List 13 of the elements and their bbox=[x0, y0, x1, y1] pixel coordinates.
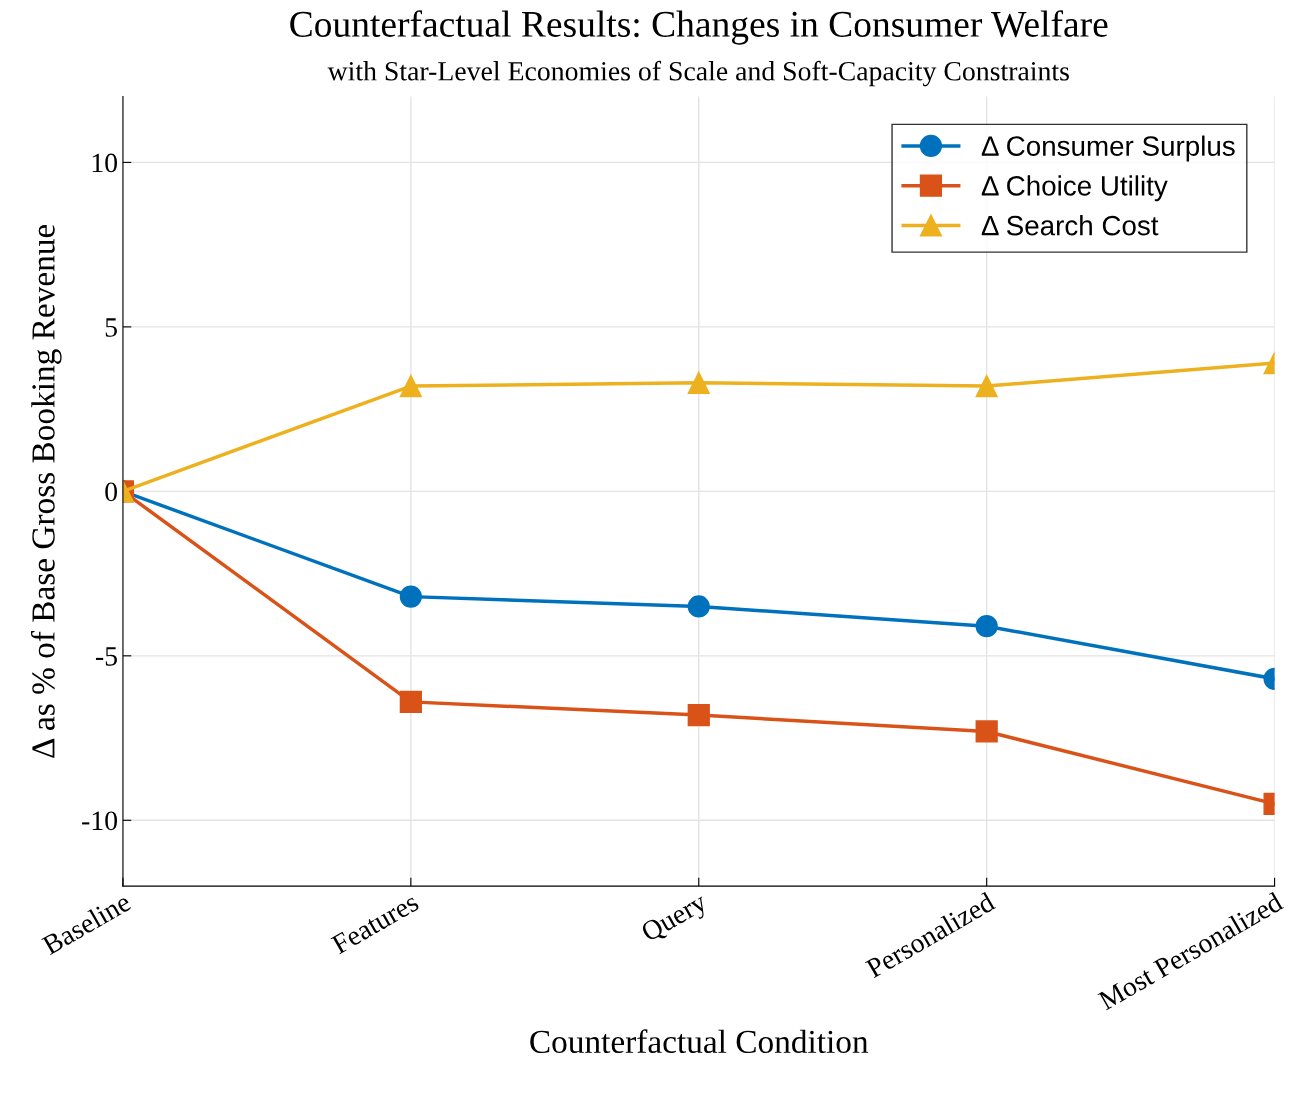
chart-title: Counterfactual Results: Changes in Consumer Welfare bbox=[290, 10, 1108, 45]
y-tick-label: 5 bbox=[105, 318, 117, 337]
x-axis-title: Counterfactual Condition bbox=[530, 1029, 869, 1054]
y-tick-label: 10 bbox=[92, 153, 118, 173]
chart-subtitle: with Star-Level Economies of Scale and Soft-Capacity Constraints bbox=[327, 60, 1069, 87]
legend-label: Δ Consumer Surplus bbox=[981, 135, 1235, 162]
y-tick-label: -5 bbox=[95, 647, 117, 666]
y-tick-label: -10 bbox=[82, 811, 118, 831]
x-tick-label: Query bbox=[640, 891, 712, 947]
y-tick-label: 0 bbox=[105, 482, 118, 502]
legend-label: Δ Search Cost bbox=[981, 215, 1159, 236]
y-axis-title: Δ as % of Base Gross Booking Revenue bbox=[30, 224, 62, 758]
legend-label: Δ Choice Utility bbox=[981, 175, 1168, 202]
